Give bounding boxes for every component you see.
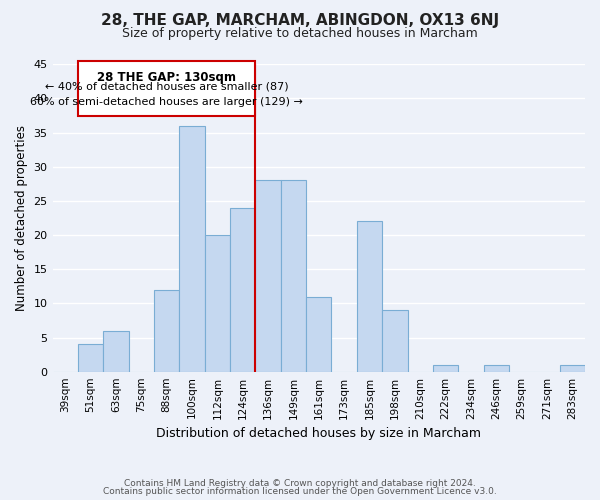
Text: Contains public sector information licensed under the Open Government Licence v3: Contains public sector information licen… bbox=[103, 487, 497, 496]
Bar bbox=[103, 330, 128, 372]
Bar bbox=[179, 126, 205, 372]
Bar bbox=[78, 344, 103, 372]
Bar bbox=[382, 310, 407, 372]
Bar bbox=[205, 235, 230, 372]
Text: Contains HM Land Registry data © Crown copyright and database right 2024.: Contains HM Land Registry data © Crown c… bbox=[124, 478, 476, 488]
Y-axis label: Number of detached properties: Number of detached properties bbox=[15, 125, 28, 311]
FancyBboxPatch shape bbox=[78, 61, 256, 116]
Bar bbox=[230, 208, 256, 372]
Bar bbox=[560, 365, 585, 372]
Bar bbox=[281, 180, 306, 372]
Text: 60% of semi-detached houses are larger (129) →: 60% of semi-detached houses are larger (… bbox=[30, 98, 303, 108]
Bar bbox=[256, 180, 281, 372]
Bar bbox=[357, 222, 382, 372]
Bar bbox=[154, 290, 179, 372]
Text: Size of property relative to detached houses in Marcham: Size of property relative to detached ho… bbox=[122, 28, 478, 40]
X-axis label: Distribution of detached houses by size in Marcham: Distribution of detached houses by size … bbox=[156, 427, 481, 440]
Bar bbox=[433, 365, 458, 372]
Bar bbox=[306, 296, 331, 372]
Text: 28, THE GAP, MARCHAM, ABINGDON, OX13 6NJ: 28, THE GAP, MARCHAM, ABINGDON, OX13 6NJ bbox=[101, 12, 499, 28]
Text: 28 THE GAP: 130sqm: 28 THE GAP: 130sqm bbox=[97, 71, 236, 84]
Bar bbox=[484, 365, 509, 372]
Text: ← 40% of detached houses are smaller (87): ← 40% of detached houses are smaller (87… bbox=[45, 81, 289, 91]
